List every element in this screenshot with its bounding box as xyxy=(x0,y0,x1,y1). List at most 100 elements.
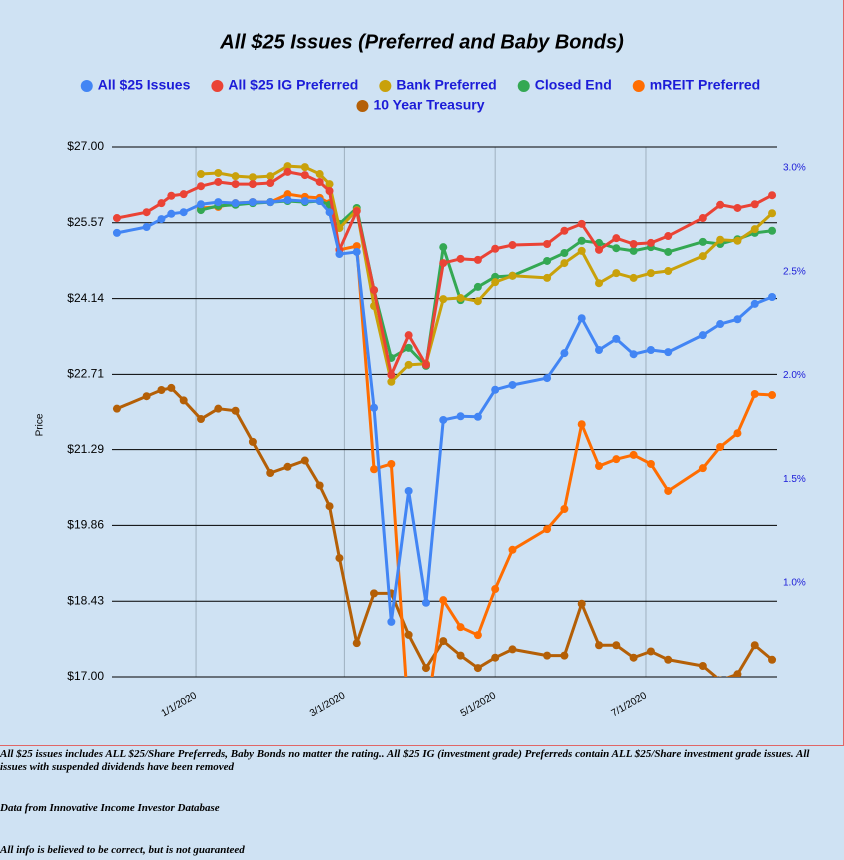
data-point xyxy=(266,172,275,181)
data-point xyxy=(352,639,361,648)
data-point xyxy=(664,348,673,357)
data-point xyxy=(577,219,586,228)
x-tick-label: 7/1/2020 xyxy=(610,690,650,719)
data-point xyxy=(560,259,569,268)
legend-item: mREIT Preferred xyxy=(632,77,760,93)
data-point xyxy=(629,239,638,248)
data-point xyxy=(768,191,777,200)
data-point xyxy=(439,596,448,605)
data-point xyxy=(456,412,465,421)
legend-item: Closed End xyxy=(517,77,612,93)
data-point xyxy=(315,481,324,490)
data-point xyxy=(248,198,257,207)
y-tick-label: $25.57 xyxy=(67,215,104,229)
data-point xyxy=(543,651,552,660)
y-tick-label: $19.86 xyxy=(67,518,104,532)
data-point xyxy=(577,420,586,429)
data-point xyxy=(196,170,205,179)
data-point xyxy=(543,273,552,282)
data-point xyxy=(179,396,188,405)
data-point xyxy=(664,267,673,276)
data-point xyxy=(231,180,240,189)
data-point xyxy=(167,191,176,200)
data-point xyxy=(325,502,334,511)
data-point xyxy=(248,173,257,182)
data-point xyxy=(196,182,205,191)
legend-marker xyxy=(632,80,645,92)
data-point xyxy=(214,404,223,413)
data-point xyxy=(560,249,569,257)
data-point xyxy=(612,244,621,253)
legend-label: 10 Year Treasury xyxy=(373,97,484,113)
data-point xyxy=(560,349,569,358)
data-point xyxy=(612,641,621,650)
data-point xyxy=(404,343,413,352)
data-point xyxy=(733,429,742,438)
data-point xyxy=(439,415,448,424)
legend-label: All $25 Issues xyxy=(98,77,191,93)
data-point xyxy=(595,245,604,254)
data-point xyxy=(404,360,413,369)
footnote: Data from Innovative Income Investor Dat… xyxy=(0,802,220,814)
data-point xyxy=(560,226,569,235)
data-point xyxy=(405,715,413,723)
data-point xyxy=(142,223,151,232)
data-point xyxy=(750,200,759,209)
data-point xyxy=(595,345,604,354)
y-axis-label: Price xyxy=(35,413,46,436)
data-point xyxy=(629,450,638,459)
data-point xyxy=(325,208,334,217)
data-point xyxy=(595,462,604,471)
data-point xyxy=(508,271,517,280)
data-point xyxy=(370,465,379,474)
data-point xyxy=(112,404,121,413)
data-point xyxy=(629,653,638,662)
data-point xyxy=(698,331,707,340)
data-point xyxy=(196,415,205,424)
data-point xyxy=(387,459,396,468)
y2-tick-label: 2.5% xyxy=(783,266,806,277)
data-point xyxy=(335,554,344,563)
legend-label: Bank Preferred xyxy=(396,77,496,93)
data-point xyxy=(387,617,396,626)
plot-area xyxy=(112,162,777,723)
data-point xyxy=(733,203,742,212)
y-tick-label: $17.00 xyxy=(67,669,104,683)
x-tick-label: 5/1/2020 xyxy=(459,690,499,719)
footnote: All $25 issues includes ALL $25/Share Pr… xyxy=(0,748,810,773)
data-point xyxy=(315,170,324,179)
data-point xyxy=(698,237,707,246)
data-point xyxy=(768,226,777,235)
data-point xyxy=(387,377,396,386)
data-point xyxy=(646,345,655,354)
data-point xyxy=(543,374,552,383)
data-point xyxy=(733,315,742,324)
data-point xyxy=(577,599,586,608)
data-point xyxy=(733,236,742,245)
data-point xyxy=(595,641,604,650)
data-point xyxy=(491,385,500,394)
data-point xyxy=(629,273,638,282)
data-point xyxy=(112,214,121,223)
data-point xyxy=(283,190,292,199)
data-point xyxy=(404,630,413,639)
data-point xyxy=(698,252,707,261)
data-point xyxy=(768,209,777,218)
data-point xyxy=(664,486,673,495)
data-point xyxy=(750,389,759,398)
data-point xyxy=(629,350,638,359)
legend-item: All $25 IG Preferred xyxy=(211,77,358,93)
data-point xyxy=(473,255,482,264)
data-point xyxy=(612,269,621,278)
legend-marker xyxy=(379,80,392,92)
data-point xyxy=(698,214,707,223)
data-point xyxy=(196,206,205,215)
data-point xyxy=(612,455,621,464)
legend: All $25 Issues All $25 IG Preferred Bank P… xyxy=(80,77,760,113)
data-point xyxy=(300,171,309,180)
data-point xyxy=(508,545,517,554)
data-point xyxy=(508,241,517,250)
data-point xyxy=(456,294,465,303)
data-point xyxy=(473,631,482,640)
data-point xyxy=(283,196,292,204)
